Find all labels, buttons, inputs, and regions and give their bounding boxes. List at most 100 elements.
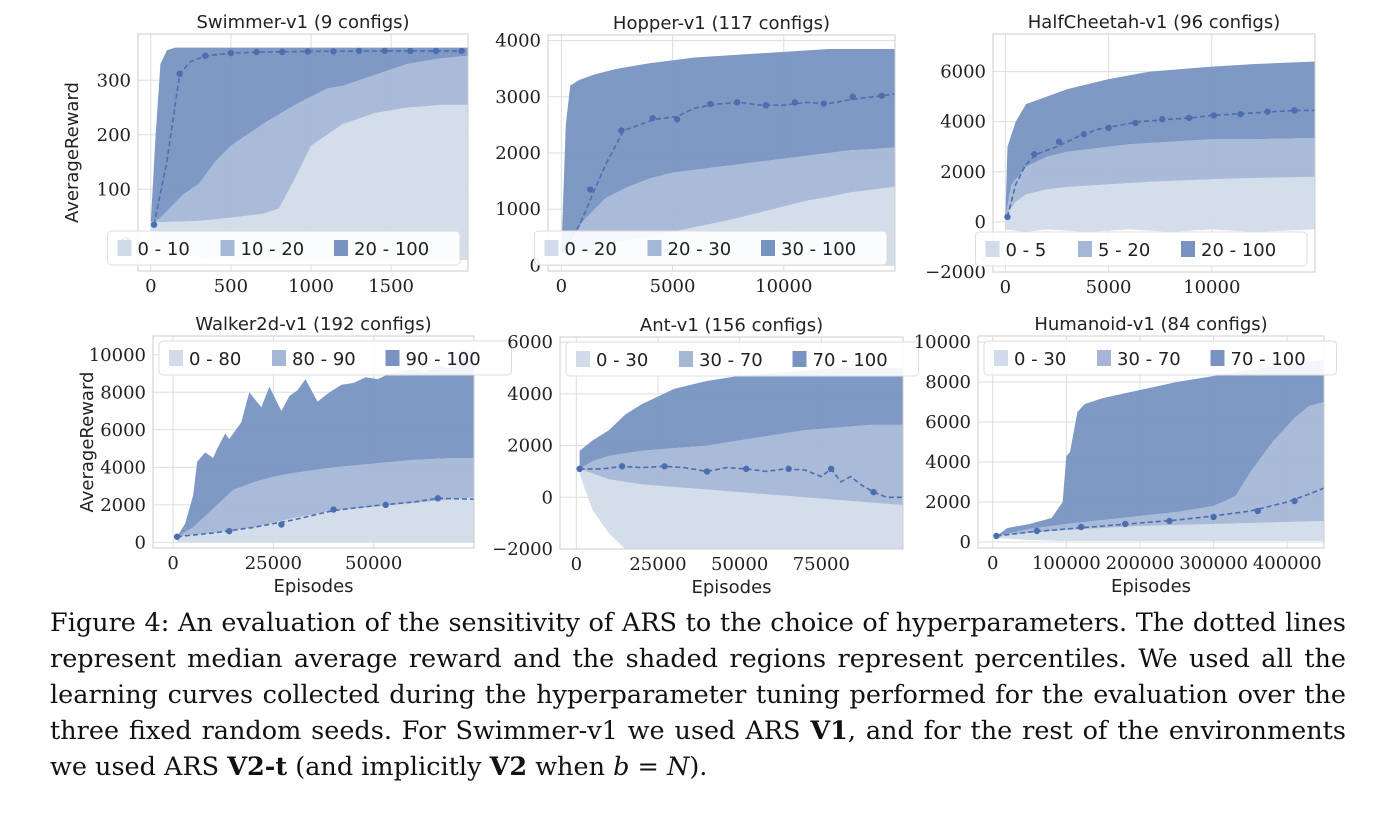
legend-swatch <box>1210 350 1225 366</box>
band-0-30 <box>579 468 903 549</box>
median-point <box>791 99 799 106</box>
median-point <box>1122 520 1129 528</box>
legend-swatch <box>985 241 1000 257</box>
median-point <box>1004 213 1011 221</box>
x-tick-label: 500 <box>214 276 248 297</box>
x-tick-label: 0 <box>167 553 178 574</box>
chart-panel-2: 0 5000 10000 0 1000 2000 3000 4000 Hopper-v1 (11… <box>495 13 896 297</box>
plot-frame <box>152 335 475 549</box>
chart-title: Ant-v1 (156 configs) <box>640 315 823 336</box>
y-tick-label: 4000 <box>507 384 553 405</box>
y-tick-label: 4000 <box>100 457 146 478</box>
median-point <box>150 221 158 228</box>
y-tick-label: 6000 <box>925 412 971 433</box>
legend-swatch <box>576 351 590 367</box>
median-point <box>707 100 714 108</box>
band-20-100 <box>150 47 468 222</box>
legend: 0 - 30 30 - 70 70 - 100 <box>983 340 1337 376</box>
median-point <box>661 463 668 470</box>
caption-text-2: , and for the rest of the environments w… <box>50 716 1347 782</box>
x-tick-label: 400000 <box>1253 553 1322 574</box>
chart-panel-4: 0 25000 50000 0 2000 4000 6000 8000 10000 Walker2… <box>77 314 512 597</box>
caption-label: Figure 4: <box>50 608 170 638</box>
y-tick-label: 6000 <box>940 62 986 83</box>
legend-box <box>158 340 512 376</box>
chart-title: Hopper-v1 (117 configs) <box>613 13 830 34</box>
legend-label: 20 - 100 <box>1201 240 1276 261</box>
median-line <box>1006 109 1315 218</box>
median-point <box>703 468 711 475</box>
legend-label: 30 - 70 <box>699 350 763 371</box>
legend-swatch <box>117 240 132 256</box>
x-tick-label: 10000 <box>1183 277 1240 298</box>
median-point <box>649 114 656 122</box>
x-tick-label: 25000 <box>245 553 302 574</box>
legend-label: 20 - 30 <box>668 239 732 260</box>
y-tick-label: 6000 <box>507 332 553 353</box>
legend-box <box>534 230 888 266</box>
x-tick-label: 300000 <box>1179 553 1248 574</box>
y-tick-label: −2000 <box>492 539 553 560</box>
median-point <box>458 47 465 55</box>
legend-swatch <box>994 350 1008 366</box>
median-point <box>827 465 835 473</box>
legend-box <box>107 230 461 266</box>
median-point <box>304 48 312 55</box>
caption-n: N <box>667 752 690 782</box>
legend-swatch <box>761 240 775 256</box>
median-point <box>226 527 233 535</box>
y-tick-label: 0 <box>960 532 971 553</box>
y-tick-label: 300 <box>97 70 131 91</box>
median-point <box>820 100 828 107</box>
caption-eq: = <box>637 752 659 782</box>
median-point <box>1237 110 1244 118</box>
x-tick-label: 0 <box>145 276 156 297</box>
y-tick-label: 0 <box>530 255 541 276</box>
legend-swatch <box>679 351 693 367</box>
legend-label: 10 - 20 <box>241 239 305 260</box>
x-tick-label: 0 <box>571 554 582 575</box>
y-tick-label: 4000 <box>495 31 541 52</box>
band-0-5 <box>1005 176 1315 232</box>
y-tick-label: 4000 <box>925 452 971 473</box>
median-point <box>1033 527 1041 535</box>
caption-text-5: ). <box>689 752 708 782</box>
median-point <box>1159 115 1166 123</box>
median-point <box>1291 497 1298 505</box>
median-point <box>381 47 388 55</box>
legend-swatch <box>544 240 559 256</box>
y-tick-label: 2000 <box>925 492 971 513</box>
y-tick-label: 0 <box>135 532 146 553</box>
chart-panel-5: 0 25000 50000 75000 −2000 0 2000 4000 6000 Ant-v1… <box>492 315 919 598</box>
legend-label: 80 - 90 <box>292 349 356 370</box>
median-point <box>227 49 235 57</box>
median-point <box>1166 517 1173 525</box>
y-tick-label: 2000 <box>495 143 541 164</box>
median-point <box>587 186 594 193</box>
median-point <box>1031 151 1038 158</box>
y-tick-label: 2000 <box>507 436 553 457</box>
legend-swatch <box>647 240 662 256</box>
legend-swatch <box>792 351 807 367</box>
median-line <box>562 93 895 251</box>
median-point <box>355 47 363 55</box>
chart-panel-1: 0500100015000100200300Swimmer-v1 (9 conf… <box>62 12 469 297</box>
legend: 0 - 5 5 - 20 20 - 100 <box>975 231 1308 267</box>
legend-label: 0 - 5 <box>1006 240 1047 261</box>
x-tick-label: 5000 <box>650 276 696 297</box>
median-point <box>878 92 885 99</box>
median-point <box>733 99 741 106</box>
legend: 0 - 20 20 - 30 30 - 100 <box>534 230 888 266</box>
median-point <box>1210 513 1217 521</box>
chart-panel-3: 0 5000 10000 −2000 0 2000 4000 6000 HalfCheetah-… <box>925 12 1316 298</box>
legend-label: 20 - 100 <box>354 239 429 260</box>
legend-swatch <box>272 350 286 366</box>
band-20-30 <box>561 147 895 252</box>
caption-v2: V2 <box>489 752 528 782</box>
median-line <box>996 487 1324 537</box>
median-point <box>673 116 681 123</box>
legend-label: 30 - 70 <box>1117 349 1181 370</box>
figure-grid: 0 500 1000 1500 0 100 200 300 Swimmer-v1 (9 conf… <box>62 12 1337 598</box>
x-tick-label: 5000 <box>1086 277 1132 298</box>
caption-v1: V1 <box>810 716 848 746</box>
